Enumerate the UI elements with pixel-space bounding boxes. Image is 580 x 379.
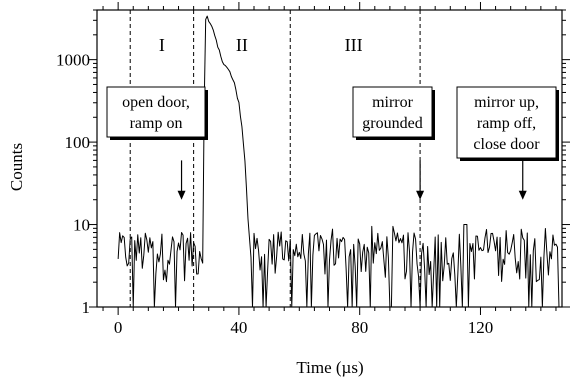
region-label-3: III: [345, 35, 363, 55]
y-axis-title: Counts: [7, 143, 26, 191]
x-axis-title: Time (µs): [296, 358, 363, 377]
series-layer: [117, 15, 560, 308]
annotation-line: close door: [473, 136, 540, 153]
annotation-line: open door,: [122, 94, 190, 111]
y-tick-label-1: 10: [73, 216, 90, 235]
x-tick-label-0: 0: [114, 318, 123, 337]
x-tick-label-1: 40: [230, 318, 247, 337]
annotation-layer: open door, ramp on mirror grounded mirror up…: [106, 86, 559, 200]
annotation-line: ramp on: [130, 115, 183, 132]
annotation-box: [352, 86, 433, 138]
annotation-arrow-head: [416, 190, 425, 200]
x-tick-label-3: 120: [468, 318, 494, 337]
annotation-box: [106, 86, 206, 138]
annotation-line: grounded: [362, 115, 422, 132]
y-tick-label-0: 1: [82, 298, 91, 317]
annotation-line: ramp off,: [477, 115, 536, 132]
series-counts-line: [117, 15, 560, 308]
annotation-1: open door, ramp on: [106, 86, 208, 200]
y-tick-label-2: 100: [65, 133, 91, 152]
region-label-2: II: [236, 35, 248, 55]
annotation-box: [456, 86, 557, 159]
annotation-line: mirror up,: [474, 94, 539, 111]
x-tick-label-2: 80: [351, 318, 368, 337]
y-tick-label-3: 1000: [56, 51, 90, 70]
annotation-arrow-head: [177, 190, 186, 200]
annotation-3: mirror up, ramp off, close door: [456, 86, 559, 200]
annotation-2: mirror grounded: [352, 86, 435, 200]
annotation-line: mirror: [372, 94, 414, 111]
annotation-arrow-head: [518, 190, 527, 200]
region-label-1: I: [159, 35, 165, 55]
